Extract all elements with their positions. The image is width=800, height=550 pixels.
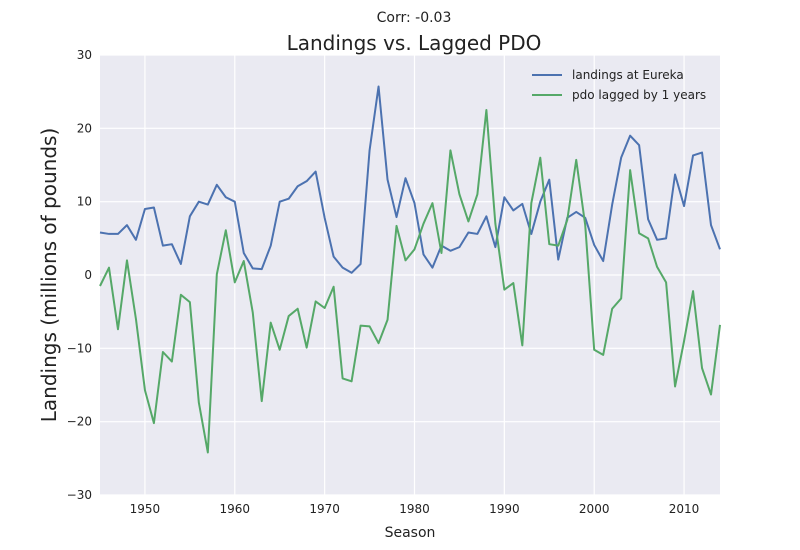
tick-layer: 1950 1960 1970 1980 1990 2000 2010 −30 −20 −10 0 10… xyxy=(67,48,700,516)
legend-label-landings: landings at Eureka xyxy=(572,68,684,82)
series-line-pdo xyxy=(99,109,721,454)
x-tick-label-1980: 1980 xyxy=(399,502,430,516)
legend: landings at Eureka pdo lagged by 1 years xyxy=(532,68,706,102)
y-tick-label-0: −30 xyxy=(67,488,92,502)
grid-layer xyxy=(100,54,720,496)
y-tick-label-5: 20 xyxy=(77,121,92,135)
legend-label-pdo: pdo lagged by 1 years xyxy=(572,88,706,102)
chart-title: Landings vs. Lagged PDO xyxy=(287,31,542,55)
x-tick-label-1950: 1950 xyxy=(130,502,161,516)
x-axis-label: Season xyxy=(385,525,436,541)
x-tick-label-2010: 2010 xyxy=(669,502,700,516)
y-tick-label-3: 0 xyxy=(84,268,92,282)
chart-subtitle: Corr: -0.03 xyxy=(377,10,452,26)
y-tick-label-6: 30 xyxy=(77,48,92,62)
y-tick-label-4: 10 xyxy=(77,195,92,209)
x-tick-label-2000: 2000 xyxy=(579,502,610,516)
x-tick-label-1970: 1970 xyxy=(309,502,340,516)
x-tick-label-1960: 1960 xyxy=(220,502,251,516)
y-tick-label-2: −10 xyxy=(67,341,92,355)
y-tick-label-1: −20 xyxy=(67,415,92,429)
series-layer xyxy=(99,85,721,454)
y-axis-label: Landings (millions of pounds) xyxy=(37,128,61,423)
series-line-landings xyxy=(99,85,721,274)
x-tick-label-1990: 1990 xyxy=(489,502,520,516)
